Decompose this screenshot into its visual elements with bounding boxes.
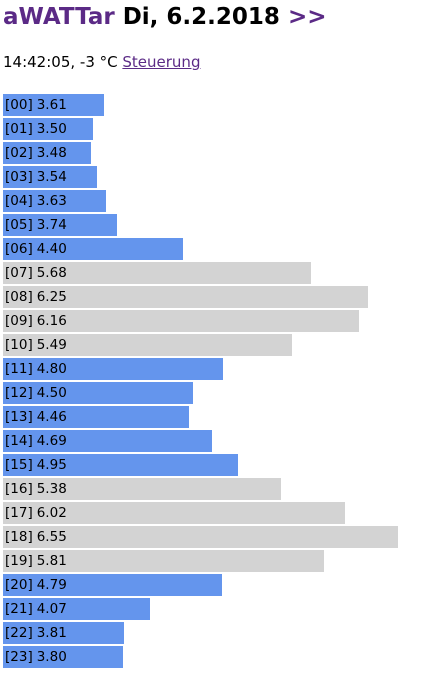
bar: [01] 3.50 bbox=[3, 118, 93, 140]
bar: [04] 3.63 bbox=[3, 190, 106, 212]
value-label: 3.74 bbox=[36, 217, 67, 233]
hour-label: [09] bbox=[5, 313, 33, 329]
hour-label: [01] bbox=[5, 121, 33, 137]
value-label: 3.61 bbox=[36, 97, 67, 113]
hour-label: [16] bbox=[5, 481, 33, 497]
hour-label: [15] bbox=[5, 457, 33, 473]
date: Di, 6.2.2018 bbox=[122, 4, 280, 30]
hour-label: [02] bbox=[5, 145, 33, 161]
bar: [20] 4.79 bbox=[3, 574, 222, 596]
hour-label: [23] bbox=[5, 649, 33, 665]
hour-label: [03] bbox=[5, 169, 33, 185]
value-label: 3.81 bbox=[36, 625, 67, 641]
bar: [09] 6.16 bbox=[3, 310, 359, 332]
hour-label: [21] bbox=[5, 601, 33, 617]
hour-label: [12] bbox=[5, 385, 33, 401]
bar: [21] 4.07 bbox=[3, 598, 150, 620]
value-label: 6.25 bbox=[36, 289, 67, 305]
bar: [15] 4.95 bbox=[3, 454, 238, 476]
brand-link[interactable]: aWATTar bbox=[3, 4, 115, 30]
bar: [14] 4.69 bbox=[3, 430, 212, 452]
value-label: 3.54 bbox=[36, 169, 67, 185]
hour-label: [06] bbox=[5, 241, 33, 257]
hour-label: [05] bbox=[5, 217, 33, 233]
bar: [18] 6.55 bbox=[3, 526, 398, 548]
hour-label: [00] bbox=[5, 97, 33, 113]
header: aWATTar Di, 6.2.2018 >> bbox=[3, 4, 326, 30]
hour-label: [17] bbox=[5, 505, 33, 521]
value-label: 4.69 bbox=[36, 433, 67, 449]
value-label: 4.50 bbox=[36, 385, 67, 401]
value-label: 5.49 bbox=[36, 337, 67, 353]
value-label: 3.48 bbox=[36, 145, 67, 161]
bar: [16] 5.38 bbox=[3, 478, 281, 500]
value-label: 4.07 bbox=[36, 601, 67, 617]
hour-label: [20] bbox=[5, 577, 33, 593]
status: 14:42:05, -3 °C Steuerung bbox=[3, 53, 200, 71]
bar: [12] 4.50 bbox=[3, 382, 193, 404]
bar: [10] 5.49 bbox=[3, 334, 292, 356]
value-label: 4.46 bbox=[36, 409, 67, 425]
hour-label: [07] bbox=[5, 265, 33, 281]
hour-label: [04] bbox=[5, 193, 33, 209]
bar: [17] 6.02 bbox=[3, 502, 345, 524]
bar: [06] 4.40 bbox=[3, 238, 183, 260]
hour-label: [10] bbox=[5, 337, 33, 353]
value-label: 5.81 bbox=[36, 553, 67, 569]
hour-label: [19] bbox=[5, 553, 33, 569]
bar: [07] 5.68 bbox=[3, 262, 311, 284]
value-label: 6.55 bbox=[36, 529, 67, 545]
bar: [19] 5.81 bbox=[3, 550, 324, 572]
value-label: 3.63 bbox=[36, 193, 67, 209]
bar: [23] 3.80 bbox=[3, 646, 123, 668]
hour-label: [18] bbox=[5, 529, 33, 545]
value-label: 4.40 bbox=[36, 241, 67, 257]
hour-label: [22] bbox=[5, 625, 33, 641]
hour-label: [14] bbox=[5, 433, 33, 449]
bar: [02] 3.48 bbox=[3, 142, 91, 164]
control-link[interactable]: Steuerung bbox=[122, 53, 201, 71]
value-label: 4.95 bbox=[36, 457, 67, 473]
value-label: 5.38 bbox=[36, 481, 67, 497]
bar: [00] 3.61 bbox=[3, 94, 104, 116]
value-label: 3.50 bbox=[36, 121, 67, 137]
value-label: 5.68 bbox=[36, 265, 67, 281]
bar: [13] 4.46 bbox=[3, 406, 189, 428]
value-label: 4.79 bbox=[36, 577, 67, 593]
status-text: 14:42:05, -3 °C bbox=[3, 53, 118, 71]
bar: [22] 3.81 bbox=[3, 622, 124, 644]
hour-label: [11] bbox=[5, 361, 33, 377]
bar: [05] 3.74 bbox=[3, 214, 117, 236]
bar: [11] 4.80 bbox=[3, 358, 223, 380]
value-label: 4.80 bbox=[36, 361, 67, 377]
bar: [03] 3.54 bbox=[3, 166, 97, 188]
value-label: 3.80 bbox=[36, 649, 67, 665]
value-label: 6.02 bbox=[36, 505, 67, 521]
hour-label: [08] bbox=[5, 289, 33, 305]
bar: [08] 6.25 bbox=[3, 286, 368, 308]
value-label: 6.16 bbox=[36, 313, 67, 329]
next-link[interactable]: >> bbox=[287, 4, 327, 30]
hour-label: [13] bbox=[5, 409, 33, 425]
